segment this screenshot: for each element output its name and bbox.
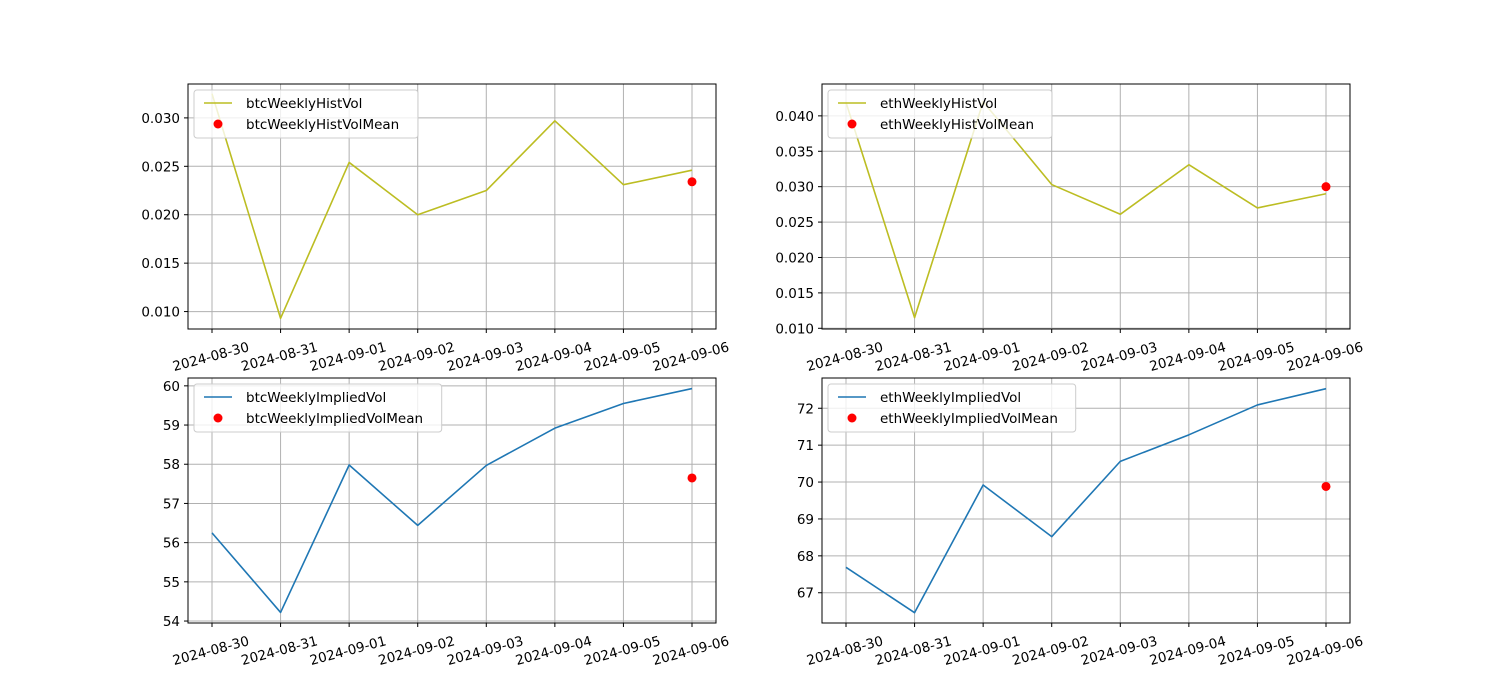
chart-panel-btc-implied-vol: 545556575859602024-08-302024-08-312024-0… xyxy=(163,377,731,669)
y-tick-label: 0.010 xyxy=(775,321,814,337)
x-tick-label: 2024-08-31 xyxy=(874,339,954,375)
y-tick-label: 55 xyxy=(163,575,180,591)
legend-label: btcWeeklyImpliedVol xyxy=(246,390,386,406)
x-tick-label: 2024-09-01 xyxy=(308,633,388,669)
axes-frame xyxy=(821,377,1351,624)
x-tick-label: 2024-09-01 xyxy=(942,339,1022,375)
y-tick-label: 0.020 xyxy=(775,250,814,266)
legend-dot-swatch xyxy=(213,119,223,129)
x-tick-label: 2024-09-06 xyxy=(1285,633,1365,669)
legend xyxy=(193,383,443,433)
y-tick-label: 0.020 xyxy=(141,208,180,224)
axes-frame xyxy=(187,377,717,624)
y-tick-label: 70 xyxy=(797,475,814,491)
x-tick-label: 2024-09-05 xyxy=(1216,339,1296,375)
legend xyxy=(827,383,1077,433)
x-tick-label: 2024-08-30 xyxy=(171,339,251,375)
x-tick-label: 2024-09-04 xyxy=(1148,339,1228,375)
x-tick-label: 2024-09-03 xyxy=(445,633,525,669)
y-tick-label: 54 xyxy=(163,614,180,630)
y-tick-label: 59 xyxy=(163,418,180,434)
x-tick-label: 2024-09-06 xyxy=(1285,339,1365,375)
x-tick-label: 2024-08-31 xyxy=(874,633,954,669)
y-tick-label: 71 xyxy=(797,438,814,454)
chart-panel-eth-hist-vol: 0.010 0.015 0.020 0.025 0.030 0.035 0.040 2024-… xyxy=(775,83,1365,375)
y-tick-label: 0.010 xyxy=(141,305,180,321)
x-tick-label: 2024-09-04 xyxy=(1148,633,1228,669)
chart-panel-btc-hist-vol: 0.0100.0150.0200.0250.0302024-08-302024-… xyxy=(141,83,731,375)
y-tick-label: 58 xyxy=(163,457,180,473)
y-tick-label: 0.030 xyxy=(141,111,180,127)
scatter-point-ethWeeklyHistVolMean xyxy=(1321,182,1331,192)
y-tick-label: 0.025 xyxy=(141,159,180,175)
legend xyxy=(193,89,419,139)
y-tick-label: 56 xyxy=(163,536,180,552)
y-tick-label: 69 xyxy=(797,512,814,528)
x-tick-label: 2024-09-05 xyxy=(582,339,662,375)
series-line-ethWeeklyImpliedVol xyxy=(845,387,1327,614)
y-tick-label: 68 xyxy=(797,549,814,565)
legend-dot-swatch xyxy=(847,119,857,129)
scatter-point-btcWeeklyHistVolMean xyxy=(687,177,697,187)
series-line-btcWeeklyImpliedVol xyxy=(211,387,693,614)
x-tick-label: 2024-09-02 xyxy=(1011,633,1091,669)
legend xyxy=(827,89,1053,139)
legend-label: btcWeeklyHistVol xyxy=(246,96,362,112)
x-tick-label: 2024-09-05 xyxy=(582,633,662,669)
x-tick-label: 2024-08-31 xyxy=(240,339,320,375)
scatter-point-btcWeeklyImpliedVolMean xyxy=(687,473,697,483)
chart-panel-eth-implied-vol: 6768697071722024-08-302024-08-312024-09-… xyxy=(797,377,1365,669)
x-tick-label: 2024-08-31 xyxy=(240,633,320,669)
x-tick-label: 2024-09-03 xyxy=(1079,633,1159,669)
y-tick-label: 0.015 xyxy=(141,256,180,272)
scatter-point-ethWeeklyImpliedVolMean xyxy=(1321,481,1331,491)
y-tick-label: 0.015 xyxy=(775,286,814,302)
x-tick-label: 2024-08-30 xyxy=(171,633,251,669)
x-tick-label: 2024-09-02 xyxy=(377,633,457,669)
y-tick-label: 0.040 xyxy=(775,109,814,125)
legend-label: btcWeeklyImpliedVolMean xyxy=(246,411,423,427)
axes-frame xyxy=(821,83,1351,330)
x-tick-label: 2024-09-01 xyxy=(942,633,1022,669)
legend-dot-swatch xyxy=(847,413,857,423)
x-tick-label: 2024-08-30 xyxy=(805,339,885,375)
x-tick-label: 2024-09-02 xyxy=(1011,339,1091,375)
x-tick-label: 2024-09-05 xyxy=(1216,633,1296,669)
x-tick-label: 2024-09-06 xyxy=(651,339,731,375)
x-tick-label: 2024-09-04 xyxy=(514,633,594,669)
y-tick-label: 72 xyxy=(797,401,814,417)
y-tick-label: 0.030 xyxy=(775,180,814,196)
x-tick-label: 2024-09-03 xyxy=(445,339,525,375)
x-tick-label: 2024-09-01 xyxy=(308,339,388,375)
series-line-ethWeeklyHistVol xyxy=(845,100,1327,319)
legend-label: ethWeeklyImpliedVol xyxy=(880,390,1021,406)
x-tick-label: 2024-09-04 xyxy=(514,339,594,375)
legend-label: ethWeeklyHistVol xyxy=(880,96,997,112)
y-tick-label: 0.025 xyxy=(775,215,814,231)
x-tick-label: 2024-09-02 xyxy=(377,339,457,375)
legend-label: ethWeeklyImpliedVolMean xyxy=(880,411,1058,427)
legend-label: btcWeeklyHistVolMean xyxy=(246,117,399,133)
axes-frame xyxy=(187,83,717,330)
legend-dot-swatch xyxy=(213,413,223,423)
y-tick-label: 57 xyxy=(163,496,180,512)
y-tick-label: 67 xyxy=(797,586,814,602)
y-tick-label: 0.035 xyxy=(775,144,814,160)
series-line-btcWeeklyHistVol xyxy=(211,93,693,320)
x-tick-label: 2024-08-30 xyxy=(805,633,885,669)
x-tick-label: 2024-09-03 xyxy=(1079,339,1159,375)
x-tick-label: 2024-09-06 xyxy=(651,633,731,669)
y-tick-label: 60 xyxy=(163,379,180,395)
legend-label: ethWeeklyHistVolMean xyxy=(880,117,1034,133)
